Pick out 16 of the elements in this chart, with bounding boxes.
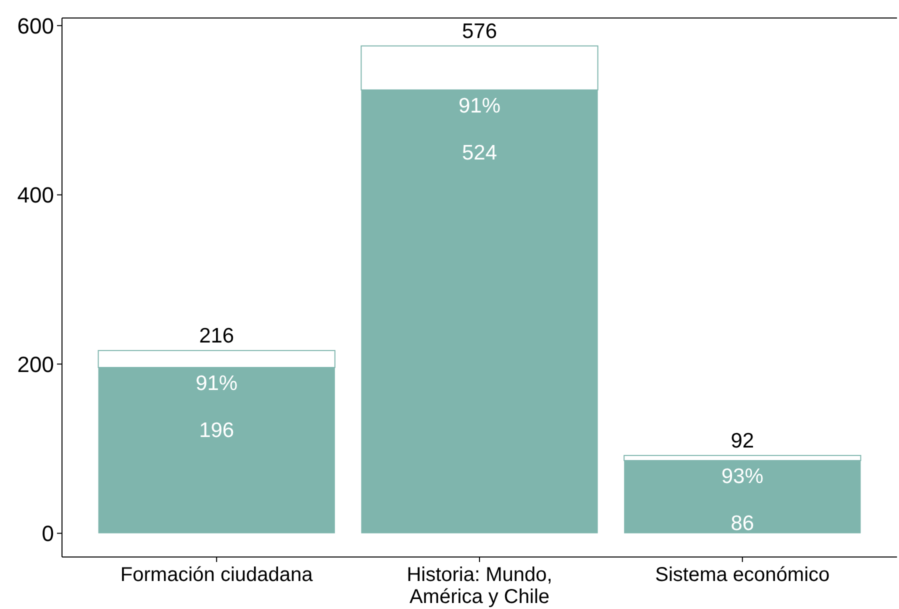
y-tick-label: 400 (17, 182, 54, 208)
x-tick-label: Historia: Mundo, América y Chile (406, 564, 552, 608)
annotation: 93% (721, 464, 764, 488)
total-label: 216 (199, 324, 234, 348)
total-label: 92 (730, 429, 754, 452)
y-tick-label: 200 (17, 352, 54, 377)
y-tick-label: 0 (42, 521, 54, 546)
data-label: 86 (730, 512, 754, 535)
data-label: 524 (462, 141, 498, 164)
total-label: 576 (462, 20, 498, 43)
y-tick-label: 600 (17, 13, 54, 38)
annotation: 91% (196, 372, 238, 395)
x-tick-label: Formación ciudadana (120, 564, 314, 586)
annotation: 91% (458, 94, 501, 118)
data-label: 196 (199, 418, 234, 442)
x-tick-label: Sistema económico (655, 564, 830, 586)
